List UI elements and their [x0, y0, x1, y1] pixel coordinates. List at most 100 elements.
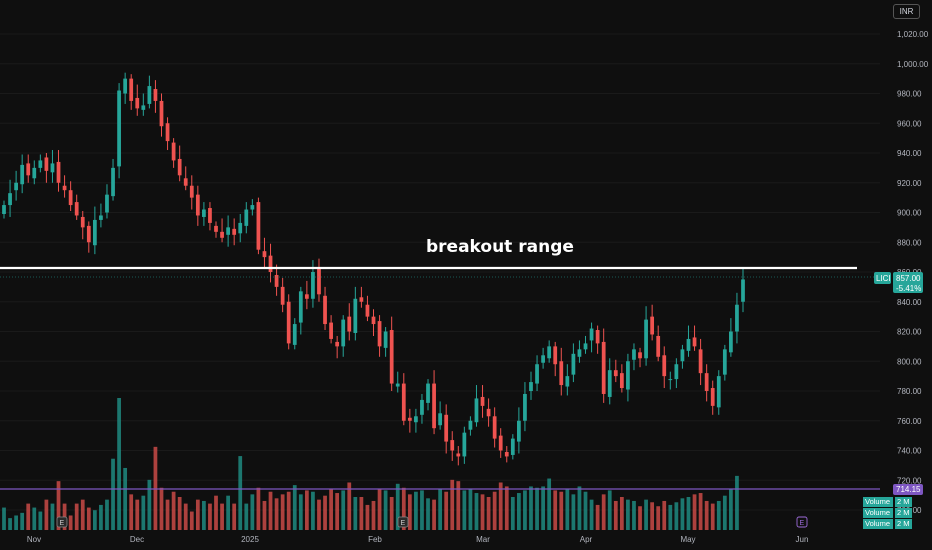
- candle-body: [226, 227, 231, 235]
- candle-body: [304, 294, 309, 299]
- candle-body: [147, 86, 152, 104]
- volume-bar: [86, 507, 91, 530]
- volume-bar: [177, 497, 182, 530]
- candle-body: [56, 161, 61, 183]
- volume-bar: [668, 504, 673, 530]
- candle-body: [704, 373, 709, 391]
- volume-bar: [583, 491, 588, 530]
- volume-bar: [26, 503, 31, 530]
- volume-bar: [371, 500, 376, 530]
- earnings-icon[interactable]: E: [56, 516, 68, 528]
- svg-text:E: E: [800, 520, 805, 527]
- candle-body: [577, 349, 582, 357]
- volume-bar: [626, 499, 630, 530]
- volume-bar: [44, 499, 49, 530]
- candle-body: [722, 349, 727, 375]
- volume-badge-value: 2 M: [895, 519, 912, 529]
- candle-body: [571, 353, 576, 375]
- volume-badge: Volume: [863, 519, 893, 529]
- candlesticks: [2, 72, 745, 466]
- candle-body: [541, 355, 545, 363]
- y-tick-label: 820.00: [897, 328, 922, 337]
- currency-selector[interactable]: INR: [893, 4, 920, 19]
- candle-body: [735, 304, 739, 332]
- volume-bar: [117, 398, 121, 530]
- candle-body: [105, 194, 109, 213]
- volume-bar: [14, 515, 18, 530]
- volume-bar: [547, 478, 552, 530]
- candle-body: [123, 78, 128, 94]
- volume-bar: [680, 498, 685, 530]
- candle-body: [547, 346, 552, 359]
- volume-bar: [516, 493, 521, 530]
- volume-bar: [535, 487, 539, 530]
- candle-body: [595, 330, 600, 344]
- volume-bar: [383, 490, 388, 530]
- volume-bar: [268, 491, 273, 530]
- candle-body: [613, 370, 618, 377]
- candle-body: [450, 440, 455, 451]
- candle-body: [420, 399, 424, 415]
- volume-bar: [444, 491, 449, 530]
- volume-bar: [111, 458, 115, 530]
- candle-body: [268, 255, 273, 272]
- candle-body: [220, 231, 224, 238]
- volume-bar: [474, 493, 479, 530]
- candle-body: [298, 291, 303, 323]
- candle-body: [680, 349, 685, 362]
- candle-body: [644, 319, 648, 359]
- volume-bar: [450, 479, 455, 530]
- volume-bar: [304, 490, 309, 530]
- y-tick-label: 840.00: [897, 298, 922, 307]
- volume-bar: [329, 489, 333, 530]
- volume-bar: [292, 485, 297, 530]
- volume-bar: [183, 503, 188, 530]
- candle-body: [729, 331, 733, 353]
- candle-body: [395, 383, 400, 387]
- candle-body: [341, 319, 346, 347]
- candle-body: [256, 202, 261, 250]
- volume-bar: [274, 498, 279, 530]
- candle-body: [462, 432, 467, 457]
- x-tick-label: Dec: [130, 535, 144, 544]
- volume-bar: [656, 506, 661, 530]
- y-tick-label: 800.00: [897, 357, 922, 366]
- volume-bar: [468, 489, 473, 530]
- volume-bar: [716, 500, 721, 530]
- breakout-annotation: breakout range: [426, 237, 574, 257]
- candle-body: [407, 417, 412, 421]
- volume-bar: [613, 500, 618, 530]
- volume-badge-value: 2 M: [895, 497, 912, 507]
- candle-body: [692, 337, 697, 347]
- volume-bar: [262, 500, 267, 530]
- candle-body: [619, 373, 624, 389]
- earnings-icon[interactable]: E: [796, 516, 808, 528]
- candle-body: [414, 416, 418, 423]
- x-tick-label: 2025: [241, 535, 259, 544]
- candle-body: [686, 338, 691, 351]
- y-tick-label: 780.00: [897, 387, 922, 396]
- candle-body: [232, 228, 237, 235]
- candle-body: [516, 420, 521, 442]
- candle-body: [86, 225, 91, 243]
- earnings-icon[interactable]: E: [397, 516, 409, 528]
- y-tick-label: 760.00: [897, 417, 922, 426]
- price-tag: [893, 272, 923, 293]
- candle-body: [626, 361, 630, 390]
- candle-body: [492, 416, 497, 439]
- y-tick-label: 920.00: [897, 179, 922, 188]
- volume-bar: [123, 467, 128, 530]
- volume-bar: [20, 512, 25, 530]
- candle-body: [553, 346, 558, 365]
- candle-body: [535, 364, 539, 384]
- volume-bar: [438, 489, 443, 530]
- candle-body: [311, 272, 315, 299]
- volume-bar: [99, 504, 103, 530]
- candle-body: [74, 202, 79, 216]
- volume-bar: [589, 499, 594, 530]
- time-axis: Nov Dec 2025 Feb Mar Apr May Jun: [27, 535, 809, 544]
- candle-body: [183, 178, 188, 186]
- volume-badge-value: 2 M: [895, 508, 912, 518]
- volume-badge: Volume: [863, 508, 893, 518]
